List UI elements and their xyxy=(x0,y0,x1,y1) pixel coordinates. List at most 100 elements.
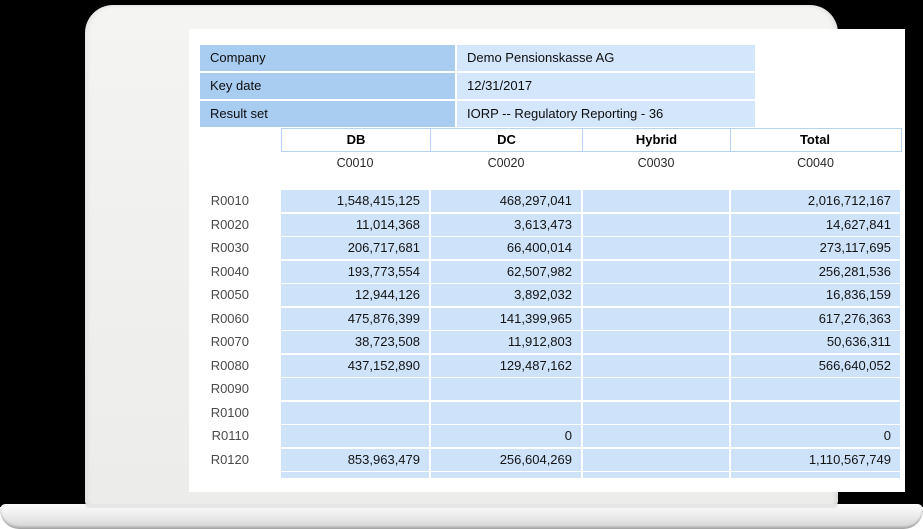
table-cell: 468,297,041 xyxy=(431,190,581,212)
table-row: R0010 1,548,415,125 468,297,041 2,016,712,1… xyxy=(189,190,902,212)
table-cell xyxy=(731,401,900,424)
table-cell xyxy=(731,378,900,400)
column-code-c0010: C0010 xyxy=(336,156,374,170)
table-cell xyxy=(281,378,429,400)
result-set-value: IORP -- Regulatory Reporting - 36 xyxy=(457,101,755,127)
table-cell: 11,014,368 xyxy=(281,213,429,236)
table-cell xyxy=(583,425,729,447)
table-cell xyxy=(583,260,729,283)
column-header-hybrid: Hybrid xyxy=(582,129,730,151)
table-cell: 853,963,479 xyxy=(281,448,429,471)
table-cell xyxy=(583,401,729,424)
row-code: R0060 xyxy=(189,307,279,330)
table-cell xyxy=(583,354,729,377)
table-cell xyxy=(431,401,581,424)
table-cell: 0 xyxy=(431,425,581,447)
spacer xyxy=(189,154,279,173)
table-cell xyxy=(583,378,729,400)
row-code: R0120 xyxy=(189,448,279,471)
info-row-key-date: Key date 12/31/2017 xyxy=(200,73,755,99)
laptop-screen-frame: Company Demo Pensionskasse AG Key date 1… xyxy=(85,5,905,507)
table-cell: 50,636,311 xyxy=(731,331,900,353)
result-set-label: Result set xyxy=(200,101,455,127)
table-row: R0120 853,963,479 256,604,269 1,110,567,749 xyxy=(189,448,902,471)
row-code: R0050 xyxy=(189,284,279,306)
table-cell xyxy=(731,472,900,478)
column-header-total: Total xyxy=(730,129,899,151)
table-cell: 273,117,695 xyxy=(731,237,900,259)
table-cell: 1,548,415,125 xyxy=(281,190,429,212)
row-code: R0100 xyxy=(189,401,279,424)
table-row: R0100 xyxy=(189,401,902,424)
table-cell xyxy=(583,213,729,236)
partial-table-row xyxy=(189,472,902,478)
table-cell: 11,912,803 xyxy=(431,331,581,353)
row-code: R0110 xyxy=(189,425,279,447)
table-cell: 3,892,032 xyxy=(431,284,581,306)
report-header: Company Demo Pensionskasse AG Key date 1… xyxy=(200,45,755,129)
column-code-c0040: C0040 xyxy=(797,156,834,170)
table-cell: 2,016,712,167 xyxy=(731,190,900,212)
column-header-row: DB DC Hybrid Total xyxy=(281,128,902,152)
row-code: R0020 xyxy=(189,213,279,236)
table-cell xyxy=(431,378,581,400)
table-cell: 617,276,363 xyxy=(731,307,900,330)
row-code: R0080 xyxy=(189,354,279,377)
table-cell: 14,627,841 xyxy=(731,213,900,236)
table-cell: 256,281,536 xyxy=(731,260,900,283)
table-row: R0080 437,152,890 129,487,162 566,640,052 xyxy=(189,354,902,377)
table-row: R0040 193,773,554 62,507,982 256,281,536 xyxy=(189,260,902,283)
info-row-company: Company Demo Pensionskasse AG xyxy=(200,45,755,71)
table-cell: 3,613,473 xyxy=(431,213,581,236)
table-cell: 38,723,508 xyxy=(281,331,429,353)
table-cell xyxy=(583,472,729,478)
table-cell: 437,152,890 xyxy=(281,354,429,377)
table-cell: 141,399,965 xyxy=(431,307,581,330)
table-cell: 66,400,014 xyxy=(431,237,581,259)
table-row: R0050 12,944,126 3,892,032 16,836,159 xyxy=(189,284,902,306)
column-code-c0030: C0030 xyxy=(637,156,675,170)
row-code xyxy=(189,472,279,478)
row-code: R0030 xyxy=(189,237,279,259)
table-row: R0020 11,014,368 3,613,473 14,627,841 xyxy=(189,213,902,236)
table-cell: 475,876,399 xyxy=(281,307,429,330)
table-cell xyxy=(583,284,729,306)
app-viewport: Company Demo Pensionskasse AG Key date 1… xyxy=(189,29,905,492)
row-code: R0090 xyxy=(189,378,279,400)
row-code: R0010 xyxy=(189,190,279,212)
table-cell: 0 xyxy=(731,425,900,447)
table-cell: 62,507,982 xyxy=(431,260,581,283)
laptop-base xyxy=(0,504,923,529)
table-cell: 1,110,567,749 xyxy=(731,448,900,471)
table-cell xyxy=(583,331,729,353)
table-cell: 566,640,052 xyxy=(731,354,900,377)
table-row: R0090 xyxy=(189,378,902,400)
company-label: Company xyxy=(200,45,455,71)
column-code-row: C0010 C0020 C0030 C0040 xyxy=(189,154,902,173)
info-row-result-set: Result set IORP -- Regulatory Reporting … xyxy=(200,101,755,127)
table-cell xyxy=(583,237,729,259)
table-cell: 193,773,554 xyxy=(281,260,429,283)
column-code-c0020: C0020 xyxy=(487,156,525,170)
table-cell: 206,717,681 xyxy=(281,237,429,259)
company-value: Demo Pensionskasse AG xyxy=(457,45,755,71)
table-cell: 12,944,126 xyxy=(281,284,429,306)
table-cell: 16,836,159 xyxy=(731,284,900,306)
table-cell xyxy=(583,448,729,471)
table-cell: 256,604,269 xyxy=(431,448,581,471)
table-cell xyxy=(281,401,429,424)
table-cell xyxy=(281,425,429,447)
column-header-dc: DC xyxy=(430,129,582,151)
key-date-value: 12/31/2017 xyxy=(457,73,755,99)
table-row: R0070 38,723,508 11,912,803 50,636,311 xyxy=(189,331,902,353)
table-cell xyxy=(583,190,729,212)
table-row: R0060 475,876,399 141,399,965 617,276,363 xyxy=(189,307,902,330)
row-code: R0040 xyxy=(189,260,279,283)
table-cell xyxy=(431,472,581,478)
key-date-label: Key date xyxy=(200,73,455,99)
row-code: R0070 xyxy=(189,331,279,353)
table-cell xyxy=(281,472,429,478)
data-rows: R0010 1,548,415,125 468,297,041 2,016,712,1… xyxy=(189,190,902,480)
table-cell xyxy=(583,307,729,330)
